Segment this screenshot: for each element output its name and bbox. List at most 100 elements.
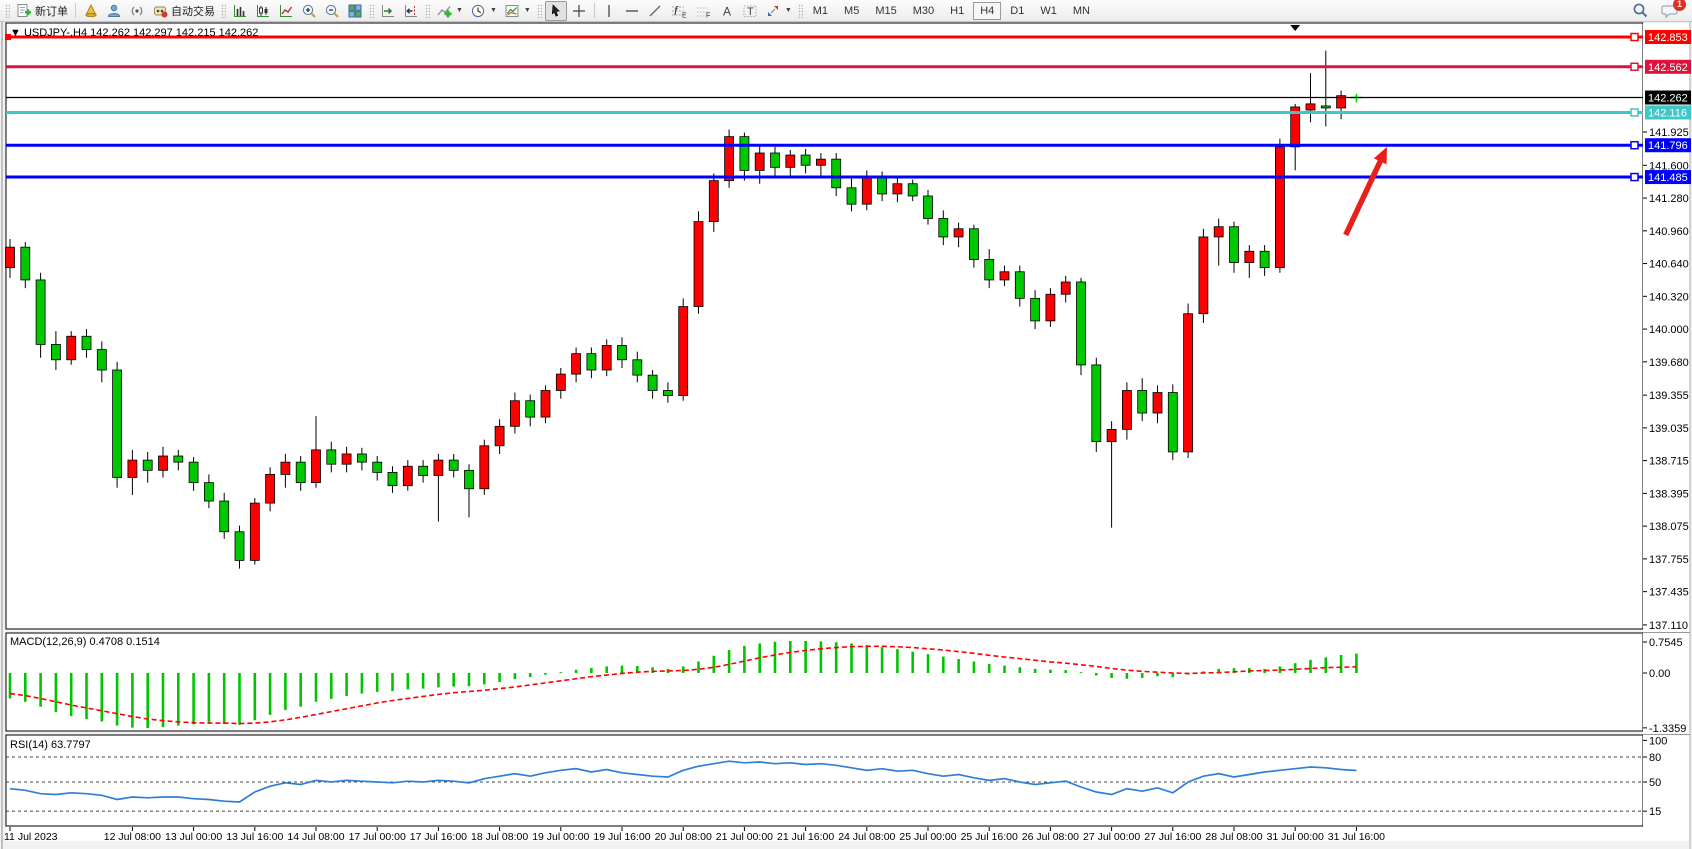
- arrow-annotation[interactable]: [1343, 146, 1387, 237]
- dropdown-caret: ▼: [523, 7, 531, 14]
- autotrading-button[interactable]: 自动交易: [149, 1, 218, 21]
- hline-marker[interactable]: [1630, 172, 1639, 182]
- toolbar-grip[interactable]: [536, 3, 542, 18]
- toolbar-grip[interactable]: [221, 3, 226, 18]
- periods-button[interactable]: ▼: [467, 1, 500, 21]
- current-price-text: 142.262: [1648, 93, 1688, 105]
- tab-h4[interactable]: H4: [973, 1, 1002, 20]
- hline-marker[interactable]: [1630, 140, 1639, 150]
- equidistant-channel-button[interactable]: F: [692, 1, 716, 21]
- tab-mn[interactable]: MN: [1072, 4, 1090, 17]
- x-tick-label: 19 Jul 16:00: [593, 831, 650, 843]
- community-button[interactable]: [103, 1, 125, 21]
- chart-title[interactable]: ▼ USDJPY-,H4 142.262 142.297 142.215 142…: [10, 27, 258, 39]
- tab-m15[interactable]: M15: [875, 4, 897, 17]
- trendline-button[interactable]: [644, 1, 666, 21]
- indicators-icon: [437, 5, 452, 17]
- price-label: [1645, 170, 1691, 185]
- text-label-button[interactable]: T: [739, 1, 761, 21]
- crosshair-button[interactable]: [568, 1, 590, 21]
- x-tick-label: 14 Jul 08:00: [287, 831, 344, 843]
- macd-axis-label: 0.00: [1649, 668, 1670, 680]
- candlestick-chart-icon: [257, 4, 269, 17]
- bar-chart-icon: [234, 4, 246, 17]
- shift-marker-icon[interactable]: [1290, 25, 1301, 31]
- tile-windows-icon: [348, 4, 362, 18]
- search-icon: [1633, 3, 1648, 18]
- auto-scroll-button[interactable]: [377, 1, 399, 21]
- auto-scroll-icon: [382, 4, 394, 17]
- toolbar-grip[interactable]: [797, 3, 803, 18]
- tab-w1[interactable]: W1: [1040, 4, 1057, 17]
- toolbar-grip[interactable]: [425, 3, 430, 18]
- macd-pane[interactable]: [5, 632, 1644, 732]
- x-tick-label: 17 Jul 16:00: [410, 831, 467, 843]
- toolbar-grip[interactable]: [5, 3, 10, 18]
- new-order-button[interactable]: 新订单: [13, 1, 71, 21]
- svg-text:A: A: [723, 4, 731, 18]
- cursor-icon: [551, 3, 560, 17]
- hline-marker[interactable]: [5, 34, 11, 41]
- x-tick-label: 26 Jul 08:00: [1022, 831, 1079, 843]
- zoom-in-icon: [302, 4, 316, 18]
- tab-m30[interactable]: M30: [912, 4, 935, 17]
- y-tick-label: 137.110: [1649, 620, 1688, 632]
- x-tick-label: 20 Jul 08:00: [655, 831, 712, 843]
- zoom-out-button[interactable]: [321, 1, 343, 21]
- x-tick-label: 24 Jul 08:00: [838, 831, 895, 843]
- cursor-button[interactable]: [544, 0, 567, 21]
- hline-marker[interactable]: [1630, 32, 1639, 42]
- macd-label: MACD(12,26,9) 0.4708 0.1514: [10, 636, 160, 648]
- rsi-pane[interactable]: [5, 734, 1644, 827]
- person-icon: [107, 4, 121, 17]
- timeframe-toolbar: M1 M5 M15 M30 H1 H4 D1 W1 MN: [806, 1, 1097, 20]
- price-label-text: 142.562: [1648, 62, 1688, 74]
- macd-histogram: [8, 640, 1358, 729]
- fibonacci-button[interactable]: f E: [667, 1, 691, 21]
- x-tick-label: 27 Jul 00:00: [1083, 831, 1140, 843]
- hline-marker[interactable]: [1630, 62, 1639, 72]
- svg-text:F: F: [706, 12, 710, 19]
- horizontal-line-button[interactable]: [621, 1, 643, 21]
- channel-icon: F: [696, 7, 710, 19]
- x-tick-label: 27 Jul 16:00: [1144, 831, 1201, 843]
- chart-shift-button[interactable]: [400, 1, 422, 21]
- chart-canvas[interactable]: 142.853 142.562 142.116 141.796 141.485 142.2…: [0, 22, 1692, 849]
- tile-windows-button[interactable]: [344, 1, 366, 21]
- tab-m1[interactable]: M1: [812, 4, 829, 17]
- candlestick-chart-button[interactable]: [252, 1, 274, 21]
- hline-marker[interactable]: [1630, 108, 1639, 117]
- x-tick-label: 25 Jul 16:00: [961, 831, 1018, 843]
- indicators-button[interactable]: ▼: [433, 1, 466, 21]
- templates-button[interactable]: ▼: [501, 1, 534, 21]
- search-button[interactable]: [1629, 1, 1652, 21]
- vertical-line-button[interactable]: [599, 1, 620, 21]
- dropdown-caret: ▼: [489, 7, 497, 14]
- svg-text:f: f: [674, 4, 679, 18]
- price-axis[interactable]: [1643, 23, 1689, 827]
- metaeditor-button[interactable]: [80, 1, 102, 21]
- price-label: [1645, 105, 1691, 120]
- y-tick-label: 140.640: [1649, 259, 1689, 271]
- tab-d1[interactable]: D1: [1010, 4, 1025, 17]
- macd-signal-line: [9, 645, 1357, 725]
- text-button[interactable]: A: [717, 1, 738, 21]
- line-chart-button[interactable]: [275, 1, 297, 21]
- price-pane[interactable]: [5, 22, 1644, 630]
- time-axis[interactable]: [6, 827, 1689, 841]
- zoom-in-button[interactable]: [298, 1, 320, 21]
- y-tick-label: 140.320: [1649, 291, 1689, 303]
- bar-chart-button[interactable]: [229, 1, 251, 21]
- tab-m5[interactable]: M5: [844, 4, 860, 17]
- toolbar-grip[interactable]: [369, 3, 374, 18]
- chat-button[interactable]: 1: [1658, 0, 1686, 21]
- tab-h1[interactable]: H1: [950, 4, 965, 17]
- y-tick-label: 138.395: [1649, 488, 1689, 500]
- signals-button[interactable]: [126, 1, 148, 21]
- trendline-icon: [649, 5, 661, 16]
- shapes-button[interactable]: ▼: [762, 1, 795, 21]
- signal-icon: [131, 5, 143, 16]
- macd-axis-label: -1.3359: [1649, 723, 1686, 735]
- y-tick-label: 141.600: [1649, 160, 1689, 172]
- x-tick-label: 21 Jul 16:00: [777, 831, 834, 843]
